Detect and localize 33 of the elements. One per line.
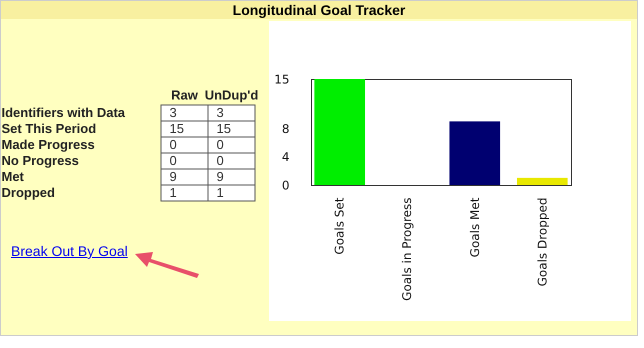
y-tick-label: 0 (282, 178, 290, 192)
x-tick-label: Goals in Progress (400, 198, 414, 301)
y-tick-label: Identifiers with Data (2, 105, 126, 120)
y-tick-label: Dropped (2, 185, 55, 200)
data-label: 9 (170, 169, 177, 184)
data-label: 0 (170, 153, 177, 168)
y-tick-label: 8 (282, 122, 290, 136)
x-tick-label: Raw (171, 88, 199, 102)
y-tick-label: Made Progress (2, 137, 95, 152)
data-label: 15 (170, 121, 184, 136)
data-label: 0 (170, 137, 177, 152)
data-label: 0 (216, 153, 224, 168)
data-label: 3 (216, 105, 224, 120)
x-tick-label: Goals Dropped (535, 198, 550, 286)
bar (314, 79, 366, 185)
data-label: 15 (216, 121, 231, 136)
x-tick-label: Goals Met (468, 197, 482, 258)
y-tick-label: 15 (274, 72, 290, 86)
x-tick-label: Goals Set (332, 197, 347, 255)
x-tick-label: UnDup'd (204, 88, 258, 102)
data-label: 9 (216, 169, 224, 184)
text: Longitudinal Goal Tracker (1, 1, 637, 19)
y-tick-label: 4 (282, 150, 290, 164)
bar (516, 178, 568, 185)
data-label: 1 (216, 185, 224, 200)
data-label: 0 (216, 137, 224, 152)
bar (449, 121, 500, 185)
y-tick-label: Met (2, 169, 25, 184)
text: Break Out By Goal (11, 243, 128, 259)
data-label: 1 (170, 185, 177, 200)
data-label: 3 (170, 105, 177, 120)
y-tick-label: No Progress (2, 153, 79, 168)
y-tick-label: Set This Period (2, 121, 96, 136)
